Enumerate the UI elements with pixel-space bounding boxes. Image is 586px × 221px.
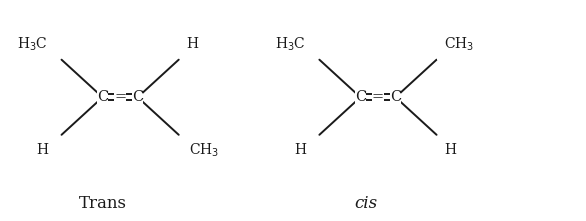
Text: CH$_3$: CH$_3$: [189, 142, 219, 159]
Text: cis: cis: [355, 195, 378, 212]
Text: C: C: [132, 90, 144, 104]
Text: H: H: [295, 143, 306, 157]
Text: C: C: [390, 90, 401, 104]
Text: CH$_3$: CH$_3$: [444, 36, 475, 53]
Text: C: C: [355, 90, 366, 104]
Text: =: =: [114, 90, 126, 104]
Text: H: H: [186, 37, 198, 51]
Text: C: C: [97, 90, 108, 104]
Text: Trans: Trans: [79, 195, 127, 212]
Text: H$_3$C: H$_3$C: [275, 36, 306, 53]
Text: H: H: [444, 143, 456, 157]
Text: =: =: [372, 90, 384, 104]
Text: H$_3$C: H$_3$C: [18, 36, 48, 53]
Text: H: H: [37, 143, 49, 157]
